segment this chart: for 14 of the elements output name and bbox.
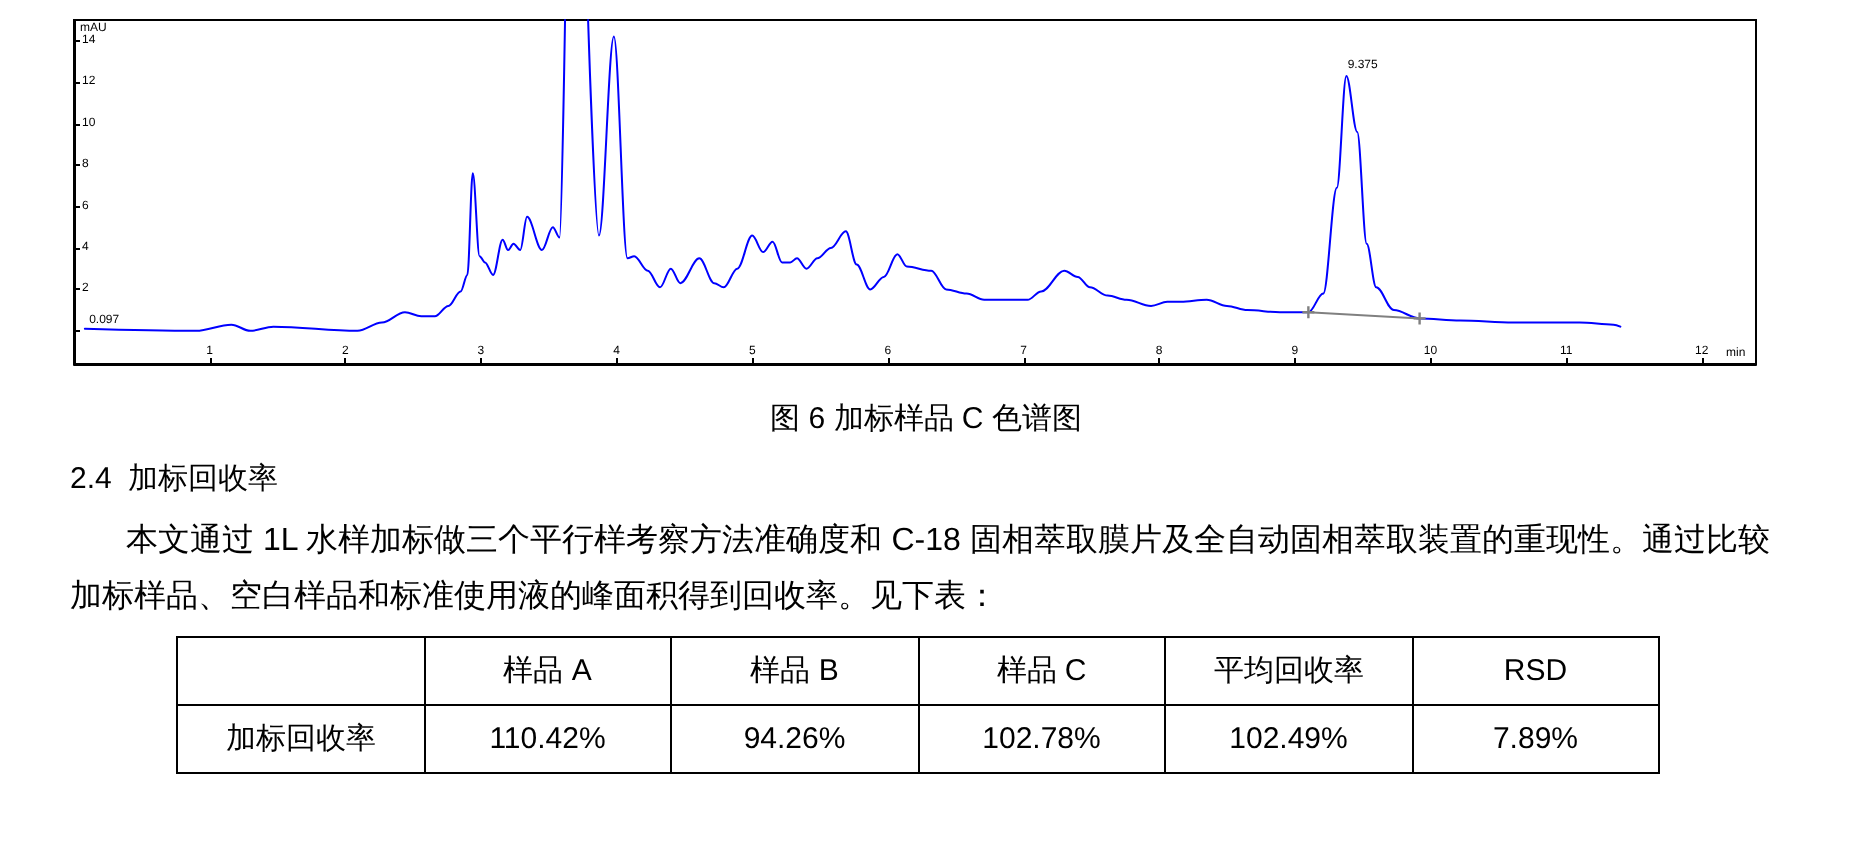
category-label: 样品 C <box>918 637 1165 705</box>
data-label: 94.26% <box>671 705 918 773</box>
text: 加标回收率 <box>177 705 424 773</box>
category-label: 样品 B <box>671 637 918 705</box>
category-label: 样品 A <box>424 637 671 705</box>
data-label: 110.42% <box>424 705 671 773</box>
category-label: 平均回收率 <box>1165 637 1412 705</box>
text: 2.4 加标回收率 <box>70 460 279 500</box>
text: 图 6 加标样品 C 色谱图 <box>770 402 1082 436</box>
data-label: 102.78% <box>918 705 1165 773</box>
data-label: 7.89% <box>1412 705 1659 773</box>
data-label: 102.49% <box>1165 705 1412 773</box>
text: 本文通过 1L 水样加标做三个平行样考察方法准确度和 C-18 固相萃取膜片及全自动固相萃取装置的重现性。通过比较加标样品、空白样品和标准使用液的峰面积得到回收率。见下表： <box>70 521 1770 618</box>
category-label: RSD <box>1412 637 1659 705</box>
